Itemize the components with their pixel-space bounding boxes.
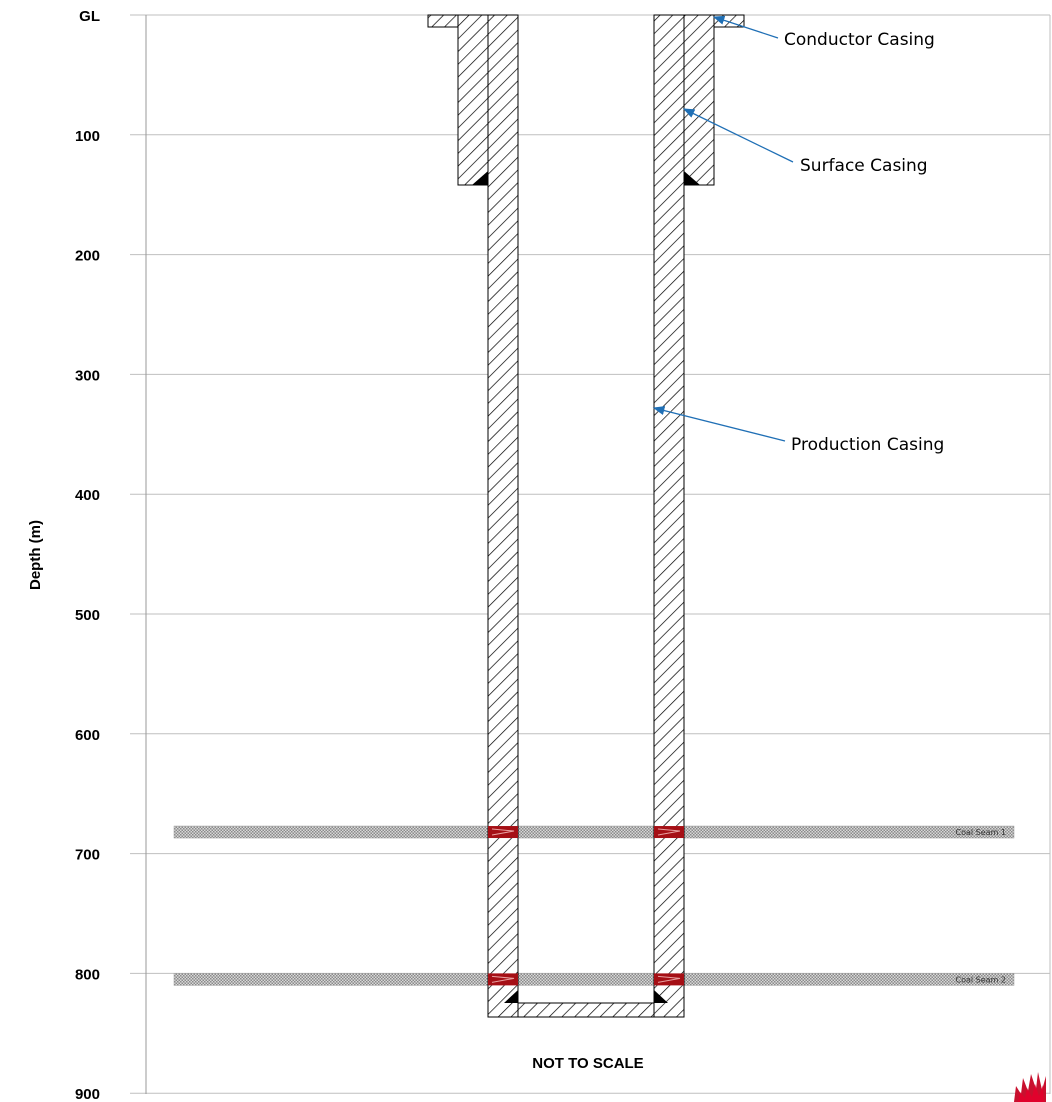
callout-surface-arrow	[682, 108, 794, 163]
depth-tick-label: GL	[79, 8, 100, 25]
production-casing	[487, 14, 685, 1018]
callout-production: Production Casing	[652, 406, 944, 455]
perforation-mark	[654, 973, 684, 986]
not-to-scale-note: NOT TO SCALE	[532, 1055, 643, 1072]
callout-surface: Surface Casing	[682, 108, 928, 176]
callout-conductor-label: Conductor Casing	[784, 30, 935, 50]
depth-tick-labels: GL 100 200 300 400 500 600 700 800 900	[75, 8, 100, 1102]
perforations	[488, 826, 684, 986]
production-casing-right-shoe	[654, 990, 668, 1003]
callout-production-arrow	[652, 406, 786, 442]
surface-casing-left-shoe	[472, 171, 488, 185]
coal-seam-band	[173, 973, 1015, 986]
coal-seam-band	[173, 825, 1015, 839]
surface-casing-right-wall	[683, 14, 715, 186]
depth-tick-label: 900	[75, 1086, 100, 1102]
y-axis-label: Depth (m)	[27, 520, 44, 590]
depth-tick-label: 700	[75, 847, 100, 864]
depth-tick-label: 400	[75, 487, 100, 504]
depth-tick-label: 100	[75, 128, 100, 145]
production-casing-bottom-plug	[517, 1002, 655, 1018]
conductor-casing-left-wall	[427, 14, 459, 28]
perforation-mark	[654, 826, 684, 839]
production-casing-left-shoe	[504, 990, 518, 1003]
coal-seam-label: Coal Seam 2	[956, 975, 1006, 984]
callout-conductor: Conductor Casing	[712, 15, 935, 50]
callout-production-label: Production Casing	[791, 435, 944, 455]
perforation-mark	[488, 826, 518, 839]
production-casing-right-wall	[653, 14, 685, 1018]
surface-casing	[457, 14, 715, 186]
production-casing-left-wall	[487, 14, 519, 1018]
logo-waratah-icon	[1014, 1072, 1046, 1102]
coal-seam-label: Coal Seam 1	[956, 828, 1006, 837]
surface-casing-right-shoe	[684, 171, 700, 185]
depth-tick-label: 300	[75, 367, 100, 384]
depth-tick-label: 800	[75, 966, 100, 983]
callout-conductor-arrow	[712, 15, 779, 39]
depth-tick-label: 500	[75, 607, 100, 624]
surface-casing-left-wall	[457, 14, 489, 186]
coal-seams: Coal Seam 1 Coal Seam 2	[173, 825, 1015, 986]
perforation-mark	[488, 973, 518, 986]
depth-tick-label: 200	[75, 248, 100, 265]
depth-gridlines	[130, 14, 1050, 1094]
callout-surface-label: Surface Casing	[800, 156, 928, 176]
depth-tick-label: 600	[75, 727, 100, 744]
